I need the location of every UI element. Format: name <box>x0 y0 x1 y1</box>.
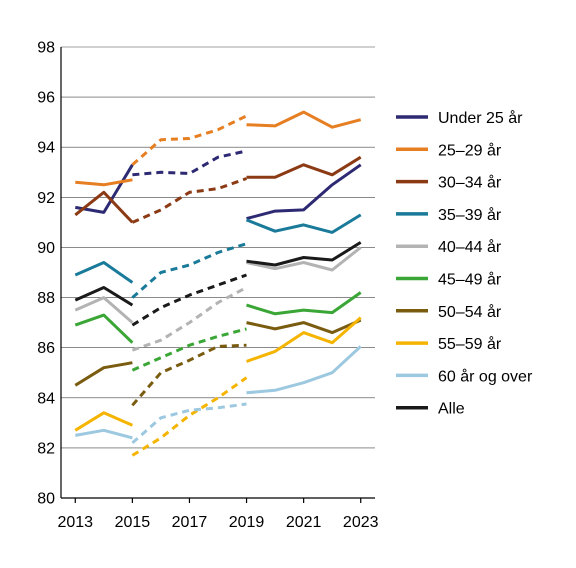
y-tick-label: 98 <box>37 40 55 57</box>
series-2 <box>74 155 362 224</box>
legend-item: Under 25 år <box>396 109 523 127</box>
series-line <box>246 345 362 395</box>
x-tick-label: 2015 <box>115 514 151 531</box>
series-line <box>74 286 134 307</box>
legend-item: 50–54 år <box>396 303 502 321</box>
axes: 80 82 84 86 88 90 92 94 96 98 2013 2015 2017 2019 2021… <box>37 40 378 532</box>
legend-label: 40–44 år <box>438 238 502 256</box>
legend-label: 55–59 år <box>438 335 502 353</box>
series-lines <box>74 110 362 457</box>
x-tick-label: 2013 <box>57 514 93 531</box>
legend-label: 45–49 år <box>438 271 502 289</box>
series-line <box>74 296 134 324</box>
legend: Under 25 år 25–29 år 30–34 år 35–39 år 40–44… <box>396 109 533 418</box>
series-line <box>245 213 362 234</box>
y-tick-label: 82 <box>37 440 55 457</box>
series-line <box>75 178 133 187</box>
series-line-dashed <box>131 343 247 407</box>
series-line <box>74 261 134 284</box>
series-line-dashed <box>131 177 248 224</box>
series-line-dashed <box>131 273 247 327</box>
legend-label: Alle <box>438 401 465 418</box>
series-line <box>246 163 362 221</box>
series-line-dashed <box>131 286 248 352</box>
series-line <box>74 361 133 387</box>
series-7 <box>74 316 362 457</box>
series-line <box>246 316 362 363</box>
y-tick-label: 88 <box>37 290 55 307</box>
series-line-dashed <box>131 376 248 457</box>
x-tick-label: 2023 <box>343 514 379 531</box>
series-line <box>246 241 362 267</box>
series-line-dashed <box>131 242 247 299</box>
y-tick-label: 80 <box>37 491 55 508</box>
legend-item: 40–44 år <box>396 238 502 256</box>
y-tick-label: 96 <box>37 90 55 107</box>
legend-item: 55–59 år <box>396 335 502 353</box>
legend-label: 30–34 år <box>438 174 502 192</box>
x-tick-label: 2017 <box>172 514 208 531</box>
legend-label: Under 25 år <box>438 109 523 127</box>
series-line <box>74 313 134 344</box>
series-line-dashed <box>131 114 248 166</box>
x-tick-label: 2021 <box>286 514 322 531</box>
series-line <box>75 428 133 440</box>
y-tick-label: 94 <box>37 140 55 157</box>
y-tick-label: 84 <box>37 390 55 407</box>
series-line <box>74 411 134 432</box>
legend-label: 25–29 år <box>438 141 502 159</box>
legend-label: 60 år og over <box>438 367 533 385</box>
legend-item: 35–39 år <box>396 206 502 224</box>
series-8 <box>75 345 362 445</box>
series-line <box>74 190 134 224</box>
y-tick-label: 90 <box>37 240 55 257</box>
legend-item: 30–34 år <box>396 174 502 192</box>
legend-label: 35–39 år <box>438 206 502 224</box>
y-tick-label: 92 <box>37 190 55 207</box>
series-6 <box>74 318 362 407</box>
series-5 <box>74 291 362 372</box>
x-tick-label: 2019 <box>229 514 265 531</box>
series-3 <box>74 213 362 299</box>
legend-item: Alle <box>396 401 465 418</box>
y-tick-label: 86 <box>37 340 55 357</box>
series-1 <box>75 110 362 187</box>
legend-item: 60 år og over <box>396 367 533 385</box>
legend-item: 45–49 år <box>396 271 502 289</box>
series-4 <box>74 246 362 352</box>
series-line <box>246 291 362 316</box>
series-line <box>246 318 362 335</box>
series-line-dashed <box>131 402 247 445</box>
series-line <box>75 164 134 214</box>
series-line-dashed <box>131 327 247 372</box>
legend-item: 25–29 år <box>396 141 502 159</box>
series-line-dashed <box>132 149 247 177</box>
series-line <box>246 155 362 179</box>
series-line <box>246 110 362 129</box>
series-9 <box>74 241 362 327</box>
legend-label: 50–54 år <box>438 303 502 321</box>
series-line <box>246 246 362 272</box>
